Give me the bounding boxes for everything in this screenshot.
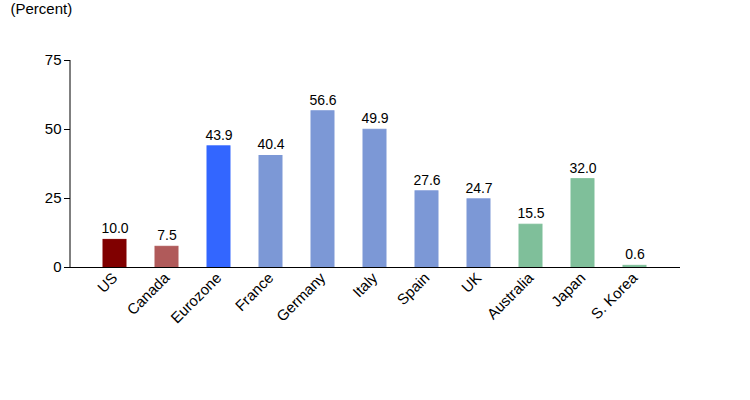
- svg-text:Australia: Australia: [483, 269, 537, 323]
- svg-text:10.0: 10.0: [101, 220, 128, 236]
- svg-text:7.5: 7.5: [157, 227, 177, 243]
- svg-text:S. Korea: S. Korea: [587, 269, 641, 323]
- svg-text:56.6: 56.6: [309, 92, 336, 108]
- svg-text:Italy: Italy: [349, 269, 381, 301]
- svg-text:15.5: 15.5: [517, 205, 544, 221]
- svg-text:24.7: 24.7: [465, 180, 492, 196]
- svg-text:Japan: Japan: [548, 269, 589, 310]
- svg-text:40.4: 40.4: [257, 136, 284, 152]
- svg-text:43.9: 43.9: [205, 127, 232, 143]
- svg-text:Germany: Germany: [273, 269, 329, 325]
- svg-text:27.6: 27.6: [413, 172, 440, 188]
- svg-text:0.6: 0.6: [625, 246, 645, 262]
- svg-text:50: 50: [45, 120, 62, 137]
- svg-text:UK: UK: [458, 269, 485, 296]
- svg-text:(Percent): (Percent): [11, 0, 73, 17]
- svg-text:US: US: [94, 269, 121, 296]
- svg-text:49.9: 49.9: [361, 110, 388, 126]
- svg-text:75: 75: [45, 51, 62, 68]
- svg-text:France: France: [231, 269, 276, 314]
- svg-text:25: 25: [45, 189, 62, 206]
- svg-text:Spain: Spain: [393, 269, 432, 308]
- svg-text:Eurozone: Eurozone: [167, 269, 224, 326]
- svg-text:32.0: 32.0: [569, 160, 596, 176]
- svg-text:0: 0: [53, 258, 61, 275]
- svg-text:Canada: Canada: [123, 269, 173, 319]
